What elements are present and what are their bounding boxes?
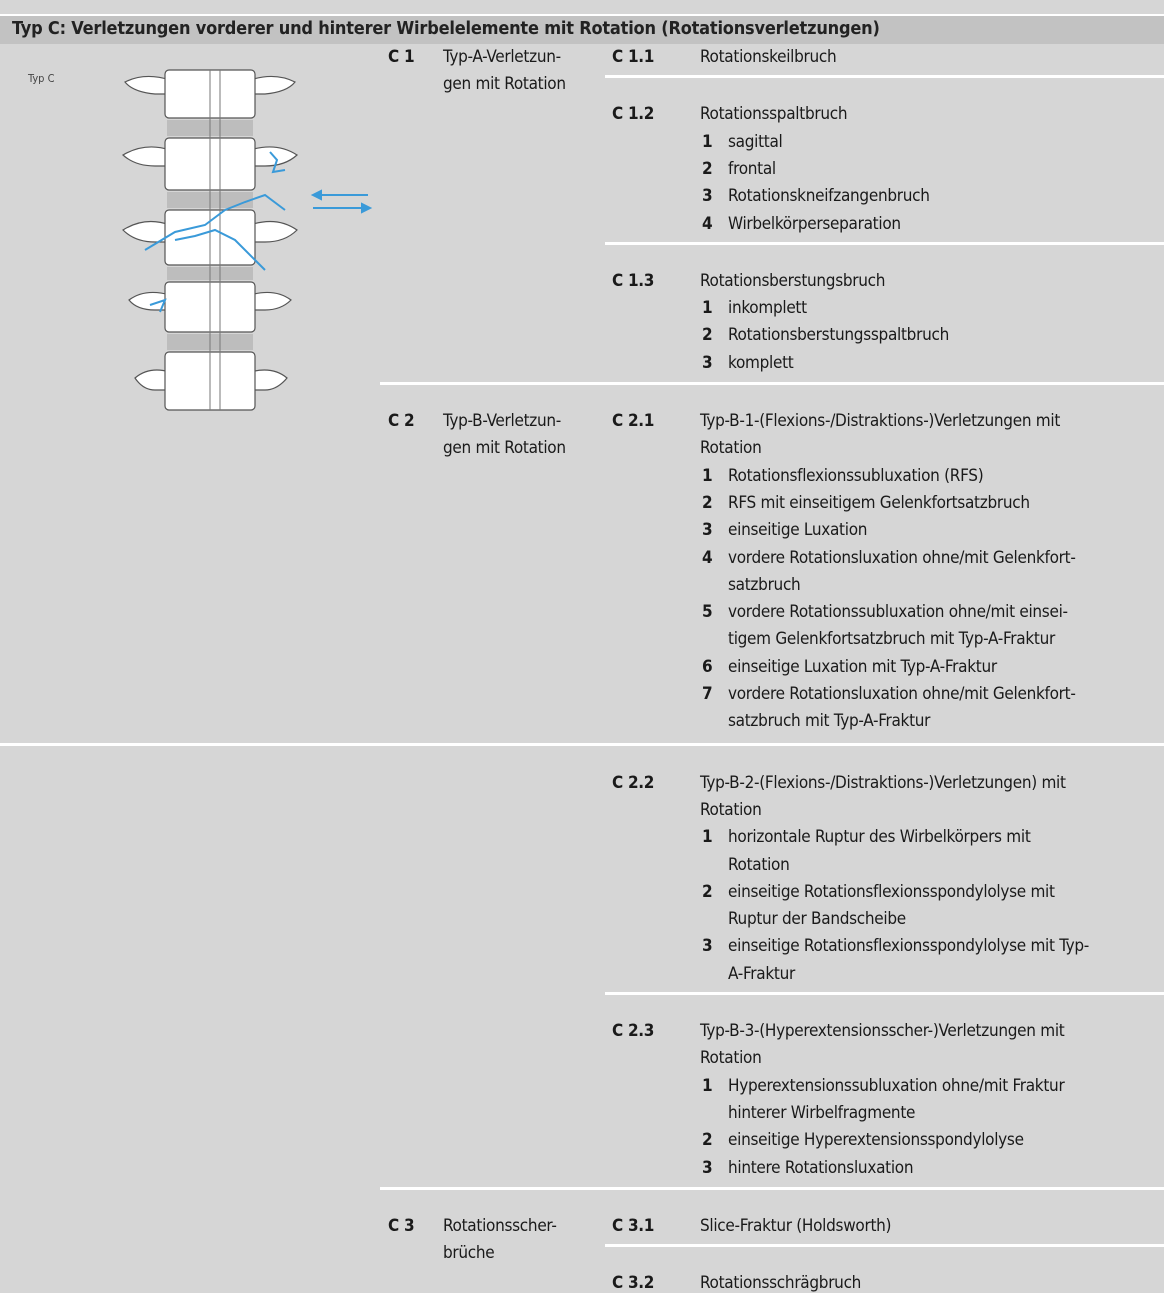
group-separator <box>380 382 1164 385</box>
item-number: 1 <box>702 827 713 848</box>
item-text: vordere Rotationsluxation ohne/mit Gelen… <box>728 684 1076 704</box>
item-text: horizontale Ruptur des Wirbelkörpers mit <box>728 827 1031 848</box>
body: Typ C: Verletzungen vorderer und hintere… <box>0 14 1164 1293</box>
subgroup-title: Rotation <box>700 1048 762 1069</box>
subgroup-title: Slice-Fraktur (Holdsworth) <box>700 1215 892 1236</box>
item-number: 3 <box>702 936 713 957</box>
item-number: 4 <box>702 213 713 234</box>
subgroup-title: Rotationsschrägbruch <box>700 1273 862 1293</box>
group-name: Typ-A-Verletzun- <box>443 47 561 67</box>
page-break-separator <box>0 742 1164 746</box>
subgroup-title: Rotationskeilbruch <box>700 47 837 67</box>
item-text: RFS mit einseitigem Gelenkfortsatzbruch <box>728 492 1030 513</box>
group-code: C 2 <box>388 411 415 431</box>
item-text: hinterer Wirbelfragmente <box>728 1102 916 1123</box>
item-text: tigem Gelenkfortsatzbruch mit Typ-A-Frak… <box>728 629 1055 650</box>
subgroup-code: C 3.1 <box>612 1215 655 1236</box>
item-number: 2 <box>702 325 713 346</box>
group-name: gen mit Rotation <box>443 438 566 459</box>
subgroup-title: Rotationsberstungsbruch <box>700 270 886 291</box>
subgroup-title: Typ-B-2-(Flexions-/Distraktions-)Verletz… <box>700 772 1066 793</box>
item-text: einseitige Luxation mit Typ-A-Fraktur <box>728 656 997 677</box>
item-text: satzbruch <box>728 574 801 595</box>
item-text: Rotationsberstungsspaltbruch <box>728 325 949 346</box>
subgroup-title: Rotation <box>700 799 762 820</box>
subgroup-title: Rotation <box>700 438 762 459</box>
group-code: C 1 <box>388 47 415 67</box>
header-title: Typ C: Verletzungen vorderer und hintere… <box>12 18 880 39</box>
item-number: 2 <box>702 1130 713 1151</box>
subgroup-code: C 1.2 <box>612 104 655 125</box>
item-text: einseitige Rotationsflexionsspondylolyse… <box>728 881 1055 902</box>
spine-illustration <box>121 69 373 411</box>
header-bar: Typ C: Verletzungen vorderer und hintere… <box>0 14 1164 44</box>
item-number: 1 <box>702 131 713 152</box>
item-text: Rotationskneifzangenbruch <box>728 186 930 207</box>
item-text: komplett <box>728 352 794 373</box>
subgroup-title: Typ-B-1-(Flexions-/Distraktions-)Verletz… <box>700 411 1061 431</box>
subgroup-separator <box>605 75 1164 79</box>
item-number: 5 <box>702 602 713 623</box>
item-text: satzbruch mit Typ-A-Fraktur <box>728 711 931 732</box>
item-text: einseitige Luxation <box>728 520 868 541</box>
item-text: Hyperextensionssubluxation ohne/mit Frak… <box>728 1075 1065 1096</box>
item-text: einseitige Rotationsflexionsspondylolyse… <box>728 936 1090 957</box>
item-text: einseitige Hyperextensionsspondylolyse <box>728 1130 1024 1151</box>
group-name: Typ-B-Verletzun- <box>443 411 562 431</box>
subgroup-code: C 2.2 <box>612 772 655 793</box>
subgroup-title: Rotationsspaltbruch <box>700 104 848 125</box>
subgroup-code: C 1.1 <box>612 47 655 67</box>
item-number: 2 <box>702 158 713 179</box>
item-number: 3 <box>702 352 713 373</box>
document: Typ C: Verletzungen vorderer und hintere… <box>0 14 1164 1293</box>
page: Typ C {"header":{"title":"Typ C: Verletz… <box>0 14 1164 1293</box>
item-text: Ruptur der Bandscheibe <box>728 909 906 930</box>
group-code: C 3 <box>388 1215 415 1236</box>
item-number: 3 <box>702 186 713 207</box>
item-text: A-Fraktur <box>728 963 795 984</box>
item-number: 6 <box>702 656 713 677</box>
item-text: sagittal <box>728 131 783 152</box>
subgroup-code: C 3.2 <box>612 1273 655 1293</box>
item-text: frontal <box>728 158 776 179</box>
item-number: 4 <box>702 547 713 568</box>
item-number: 3 <box>702 520 713 541</box>
item-text: Rotationsflexionssubluxation (RFS) <box>728 465 984 486</box>
subgroup-separator <box>605 1244 1164 1248</box>
subgroup-separator <box>605 992 1164 995</box>
item-text: vordere Rotationsluxation ohne/mit Gelen… <box>728 547 1076 568</box>
item-number: 2 <box>702 492 713 513</box>
subgroup-title: Typ-B-3-(Hyperextensionsscher-)Verletzun… <box>700 1021 1065 1041</box>
item-text: Wirbelkörperseparation <box>728 213 901 234</box>
subgroup-code: C 2.3 <box>612 1021 655 1041</box>
subgroup-code: C 1.3 <box>612 270 655 291</box>
item-number: 2 <box>702 881 713 902</box>
figure-label: Typ C <box>28 72 55 85</box>
group-name: Rotationsscher- <box>443 1215 557 1236</box>
item-number: 3 <box>702 1157 713 1178</box>
group-separator <box>380 1186 1164 1190</box>
group-name: gen mit Rotation <box>443 74 566 95</box>
item-number: 7 <box>702 684 713 704</box>
item-text: hintere Rotationsluxation <box>728 1157 914 1178</box>
subgroup-separator <box>605 241 1164 245</box>
item-text: Rotation <box>728 854 790 875</box>
subgroup-code: C 2.1 <box>612 411 655 431</box>
item-text: inkomplett <box>728 298 807 319</box>
group-name: brüche <box>443 1243 495 1264</box>
item-number: 1 <box>702 465 713 486</box>
item-number: 1 <box>702 1075 713 1096</box>
item-number: 1 <box>702 298 713 319</box>
item-text: vordere Rotationssubluxation ohne/mit ei… <box>728 602 1068 623</box>
